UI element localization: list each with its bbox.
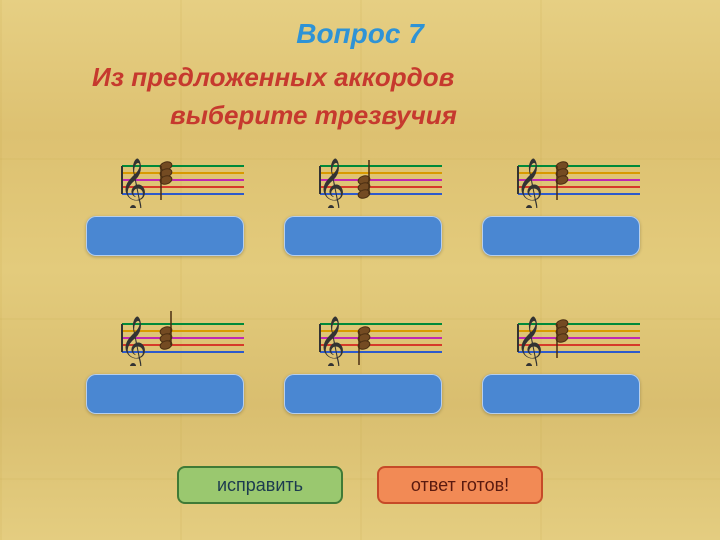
svg-text:𝄞: 𝄞 — [120, 158, 147, 208]
ready-button-label: ответ готов! — [411, 475, 509, 496]
answer-box[interactable] — [284, 216, 442, 256]
chord-tile: 𝄞 — [86, 148, 244, 256]
fix-button[interactable]: исправить — [177, 466, 343, 504]
svg-text:𝄞: 𝄞 — [120, 316, 147, 366]
answer-box[interactable] — [482, 374, 640, 414]
staff[interactable]: 𝄞 — [482, 306, 640, 366]
staff[interactable]: 𝄞 — [284, 306, 442, 366]
chord-tile: 𝄞 — [284, 148, 442, 256]
chord-tile: 𝄞 — [482, 306, 640, 414]
prompt-line-1: Из предложенных аккордов — [92, 62, 454, 93]
answer-box[interactable] — [284, 374, 442, 414]
svg-text:𝄞: 𝄞 — [318, 158, 345, 208]
question-number: Вопрос 7 — [0, 18, 720, 50]
svg-text:𝄞: 𝄞 — [516, 158, 543, 208]
staff[interactable]: 𝄞 — [86, 148, 244, 208]
chord-tile: 𝄞 — [482, 148, 640, 256]
fix-button-label: исправить — [217, 475, 303, 496]
quiz-slide: Вопрос 7 Из предложенных аккордов выбери… — [0, 0, 720, 540]
ready-button[interactable]: ответ готов! — [377, 466, 543, 504]
chord-tile: 𝄞 — [86, 306, 244, 414]
chord-grid: 𝄞 𝄞 𝄞 𝄞 𝄞 𝄞 — [86, 148, 642, 414]
button-row: исправить ответ готов! — [0, 466, 720, 504]
staff[interactable]: 𝄞 — [482, 148, 640, 208]
chord-tile: 𝄞 — [284, 306, 442, 414]
svg-text:𝄞: 𝄞 — [318, 316, 345, 366]
svg-text:𝄞: 𝄞 — [516, 316, 543, 366]
answer-box[interactable] — [482, 216, 640, 256]
answer-box[interactable] — [86, 216, 244, 256]
answer-box[interactable] — [86, 374, 244, 414]
prompt-line-2: выберите трезвучия — [170, 100, 457, 131]
staff[interactable]: 𝄞 — [284, 148, 442, 208]
staff[interactable]: 𝄞 — [86, 306, 244, 366]
